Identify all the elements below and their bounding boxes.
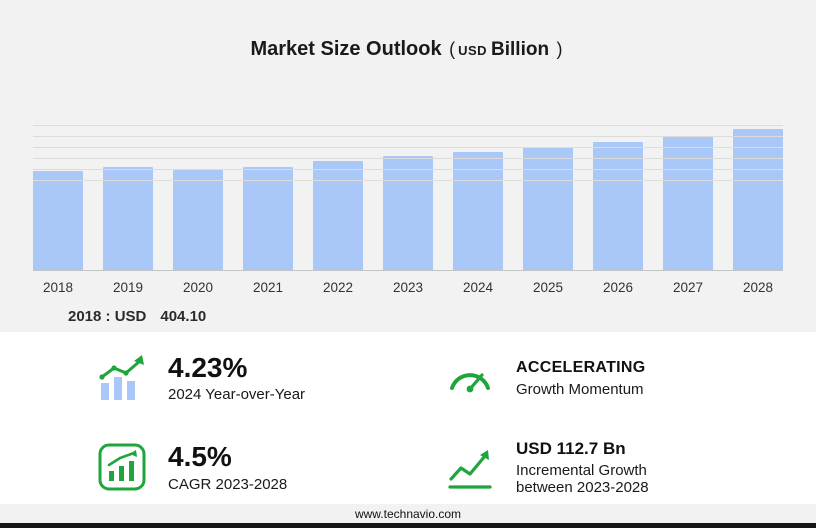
gauge-icon [444, 352, 496, 404]
yoy-value: 4.23% [168, 351, 248, 383]
bar-2025 [523, 147, 573, 270]
year-label-2025: 2025 [532, 280, 564, 295]
momentum-label: Growth Momentum [516, 381, 644, 398]
base-year-value: 404.10 [160, 308, 207, 325]
footer: www.technavio.com [0, 507, 816, 521]
bar-2020 [173, 170, 223, 270]
year-label-2023: 2023 [392, 280, 424, 295]
bar-2024 [453, 152, 503, 270]
bar-2021 [243, 167, 293, 270]
year-labels-row: 2018 2019 2020 2021 2022 2023 2024 2025 2026 2027… [33, 280, 783, 295]
cagr-label: CAGR 2023-2028 [168, 475, 288, 493]
stat-incremental-growth: USD 112.7 Bn Incremental Growth between … [444, 438, 816, 496]
bar-2019 [103, 167, 153, 270]
gridline [33, 125, 783, 126]
title-main: Market Size Outlook [250, 38, 442, 60]
gridline [33, 180, 783, 181]
bars-row [33, 125, 783, 271]
stat-yoy-growth: 4.23% 2024 Year-over-Year [96, 352, 444, 404]
stat-cagr: 4.5% CAGR 2023-2028 [96, 438, 444, 496]
title-unit: Billion [491, 39, 550, 60]
growth-bars-icon [96, 352, 148, 404]
title-paren-open: ( [449, 39, 456, 59]
yoy-label: 2024 Year-over-Year [168, 386, 306, 404]
incremental-value: USD 112.7 Bn [516, 439, 626, 458]
bar-2028 [733, 129, 783, 270]
cagr-value: 4.5% [168, 440, 232, 472]
cagr-badge-icon [96, 441, 148, 493]
base-year-note: 2018 : USD 404.10 [68, 308, 206, 325]
bar-2018 [33, 171, 83, 270]
bar-2022 [313, 161, 363, 270]
year-label-2020: 2020 [182, 280, 214, 295]
page-title: Market Size Outlook (USD Billion ) [0, 38, 816, 61]
bar-2026 [593, 142, 643, 270]
incremental-growth-icon [444, 441, 496, 493]
momentum-value: ACCELERATING [516, 359, 646, 376]
market-size-bar-chart: 2018 2019 2020 2021 2022 2023 2024 2025 2026 2027… [33, 125, 783, 295]
title-paren-close: ) [556, 39, 563, 59]
bar-2023 [383, 156, 433, 270]
gridline [33, 158, 783, 159]
gridline [33, 147, 783, 148]
year-label-2018: 2018 [42, 280, 74, 295]
base-year-label: 2018 : USD [68, 308, 147, 325]
incremental-label: Incremental Growth between 2023-2028 [516, 462, 649, 497]
gridline [33, 136, 783, 137]
year-label-2021: 2021 [252, 280, 284, 295]
year-label-2028: 2028 [742, 280, 774, 295]
bottom-bar [0, 523, 816, 528]
technavio-link[interactable]: www.technavio.com [354, 507, 462, 521]
year-label-2022: 2022 [322, 280, 354, 295]
year-label-2027: 2027 [672, 280, 704, 295]
stats-panel: 4.23% 2024 Year-over-Year ACCELERATING G… [0, 332, 816, 504]
year-label-2026: 2026 [602, 280, 634, 295]
stats-grid: 4.23% 2024 Year-over-Year ACCELERATING G… [0, 332, 816, 496]
title-currency: USD [458, 43, 488, 58]
year-label-2019: 2019 [112, 280, 144, 295]
bar-2027 [663, 136, 713, 270]
gridline [33, 169, 783, 170]
year-label-2024: 2024 [462, 280, 494, 295]
stat-growth-momentum: ACCELERATING Growth Momentum [444, 352, 816, 404]
